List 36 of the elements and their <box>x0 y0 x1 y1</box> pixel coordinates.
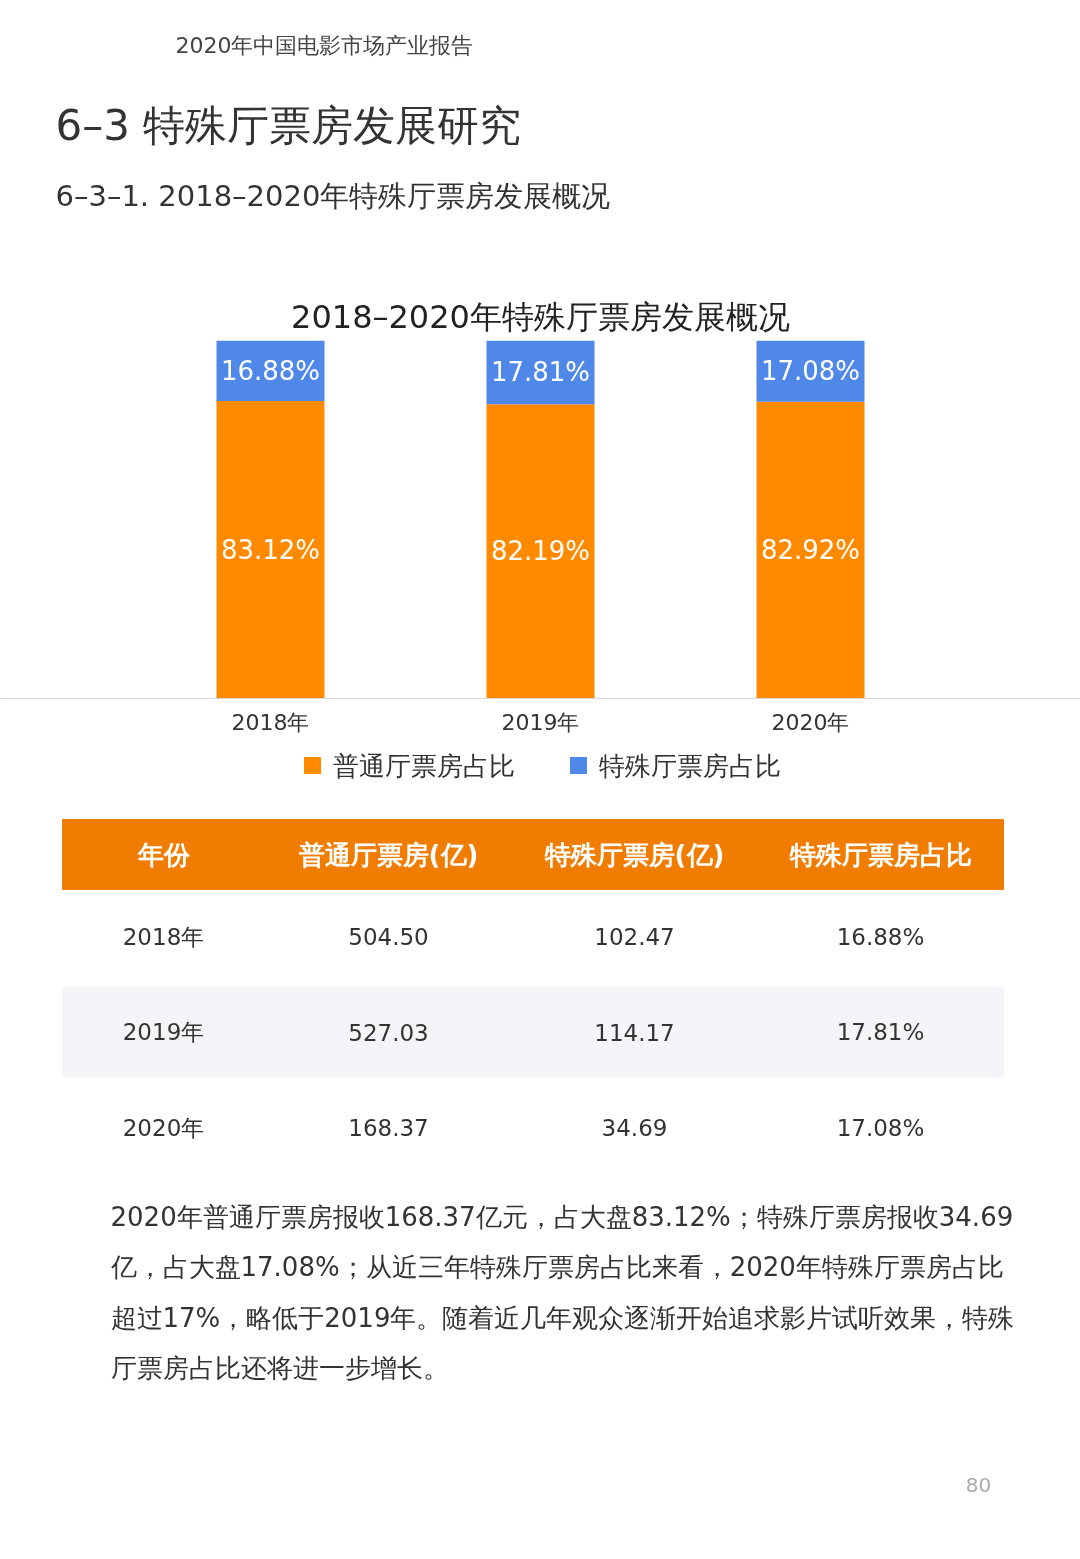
text: 2020年普通厅票房报收168.37亿元，占大盘83.12%；特殊厅票房报收34.69亿，占大盘17.08%；从近三年特殊厅票房占比来看，2020年特殊厅票房占比超过17%，略低于2019年。随着近几年观众逐渐开始追求影片试听效果，特殊厅票房占比还将进一步增长。 <box>109 1201 1015 1383</box>
bar <box>486 404 595 699</box>
data-label: 17.81% <box>490 357 591 388</box>
x-tick-label: 2020年 <box>771 709 850 735</box>
data-label: 17.08% <box>760 356 861 387</box>
text: 80 <box>965 1472 992 1497</box>
text: 34.69 <box>601 1115 668 1141</box>
bar <box>756 401 865 699</box>
legend-label: 普通厅票房占比 <box>332 750 515 781</box>
text: 527.03 <box>348 1019 429 1046</box>
text: 6–3 特殊厅票房发展研究 <box>55 101 522 150</box>
text: 168.37 <box>348 1115 429 1141</box>
data-label: 16.88% <box>220 355 321 386</box>
text: 6–3–1. 2018–2020年特殊厅票房发展概况 <box>55 178 611 213</box>
text: 17.81% <box>836 1019 925 1045</box>
text: 2020年中国电影市场产业报告 <box>175 33 474 58</box>
bar <box>216 400 325 699</box>
text: 2020年 <box>122 1114 205 1141</box>
chart-title: 2018–2020年特殊厅票房发展概况 <box>291 297 790 336</box>
category-label: 特殊厅票房(亿) <box>543 839 725 870</box>
text: 2018年 <box>122 923 205 950</box>
data-label: 82.19% <box>490 536 591 567</box>
category-label: 普通厅票房(亿) <box>297 839 479 870</box>
category-label: 特殊厅票房占比 <box>788 839 972 870</box>
text: 2019年 <box>122 1019 205 1045</box>
text: 504.50 <box>348 924 429 950</box>
data-label: 82.92% <box>760 535 861 566</box>
data-label: 83.12% <box>220 534 321 565</box>
text: 16.88% <box>836 923 925 950</box>
x-tick-label: 2018年 <box>231 709 310 735</box>
text: 17.08% <box>836 1114 925 1141</box>
x-tick-label: 2019年 <box>501 709 580 735</box>
category-label: 年份 <box>136 839 191 870</box>
legend-label: 特殊厅票房占比 <box>598 750 781 781</box>
text: 114.17 <box>594 1019 675 1046</box>
text: 102.47 <box>594 924 675 950</box>
